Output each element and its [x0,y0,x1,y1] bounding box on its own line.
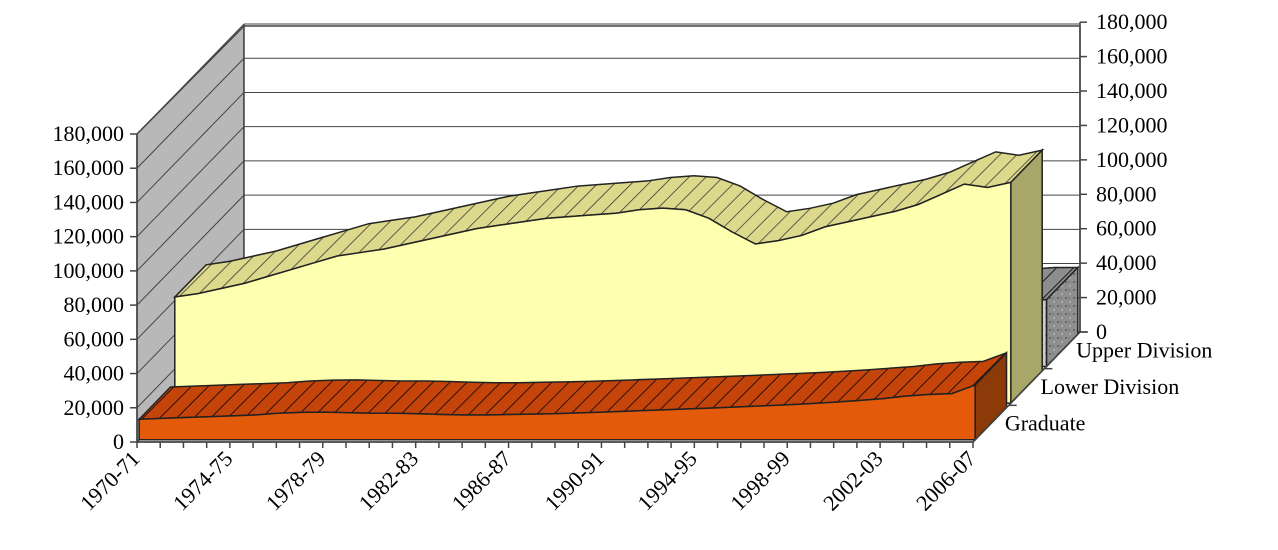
x-tick-label: 1986-87 [447,446,517,516]
series-label: Lower Division [1041,374,1180,399]
y-tick-label-right: 120,000 [1096,112,1168,137]
x-category-axis: 1970-71 1974-75 1978-79 1982-83 1986-87 1990-… [75,441,981,516]
y-tick-label-right: 40,000 [1096,250,1157,275]
y-tick-label-right: 160,000 [1096,44,1168,69]
series-graduate [137,350,1008,442]
x-tick-label: 1974-75 [168,446,238,516]
series-label: Graduate [1005,411,1086,436]
x-tick-label: 2006-07 [911,446,981,516]
gridline-side [136,92,245,203]
gridline-side [136,126,245,238]
y-tick-label-right: 100,000 [1096,147,1168,172]
y-tick-label-left: 120,000 [53,224,125,249]
y-tick-label-right: 140,000 [1096,78,1168,103]
right-value-axis: 0 20,000 40,000 60,000 80,000 100,000 120,000 1… [1079,9,1168,344]
x-tick-label: 1998-99 [725,446,795,516]
y-tick-label-left: 0 [113,429,124,454]
x-tick-label: 1978-79 [261,446,331,516]
series-label: Upper Division [1076,337,1212,362]
area-front-face [138,383,976,441]
gridline-side [136,23,245,135]
area-front-face [174,181,1012,404]
depth-series-axis [972,331,1081,443]
y-tick-label-left: 180,000 [53,121,125,146]
y-tick-label-left: 40,000 [64,361,125,386]
y-tick-label-left: 140,000 [53,189,125,214]
y-tick-label-right: 180,000 [1096,9,1168,34]
gridline-side [136,57,245,169]
series-layer [137,148,1080,442]
gridline-side [136,160,245,272]
x-tick-label: 1970-71 [75,446,145,516]
area-end-face [1010,148,1043,405]
y-tick-label-left: 160,000 [53,155,125,180]
series-lower-division [172,148,1045,405]
x-tick-label: 2002-03 [818,446,888,516]
y-tick-label-left: 100,000 [53,258,125,283]
x-tick-label: 1990-91 [539,446,609,516]
y-tick-label-right: 80,000 [1096,181,1157,206]
y-tick-label-right: 20,000 [1096,285,1157,310]
y-tick-label-left: 60,000 [64,326,125,351]
x-tick-label: 1994-95 [632,446,702,516]
left-value-axis: 0 20,000 40,000 60,000 80,000 100,000 120,000 1… [53,121,138,454]
gridline-side [136,194,245,306]
y-tick-label-left: 20,000 [64,395,125,420]
y-tick-label-left: 80,000 [64,292,125,317]
y-tick-label-right: 60,000 [1096,216,1157,241]
y-tick-label-right: 0 [1096,319,1107,344]
x-tick-label: 1982-83 [354,446,424,516]
